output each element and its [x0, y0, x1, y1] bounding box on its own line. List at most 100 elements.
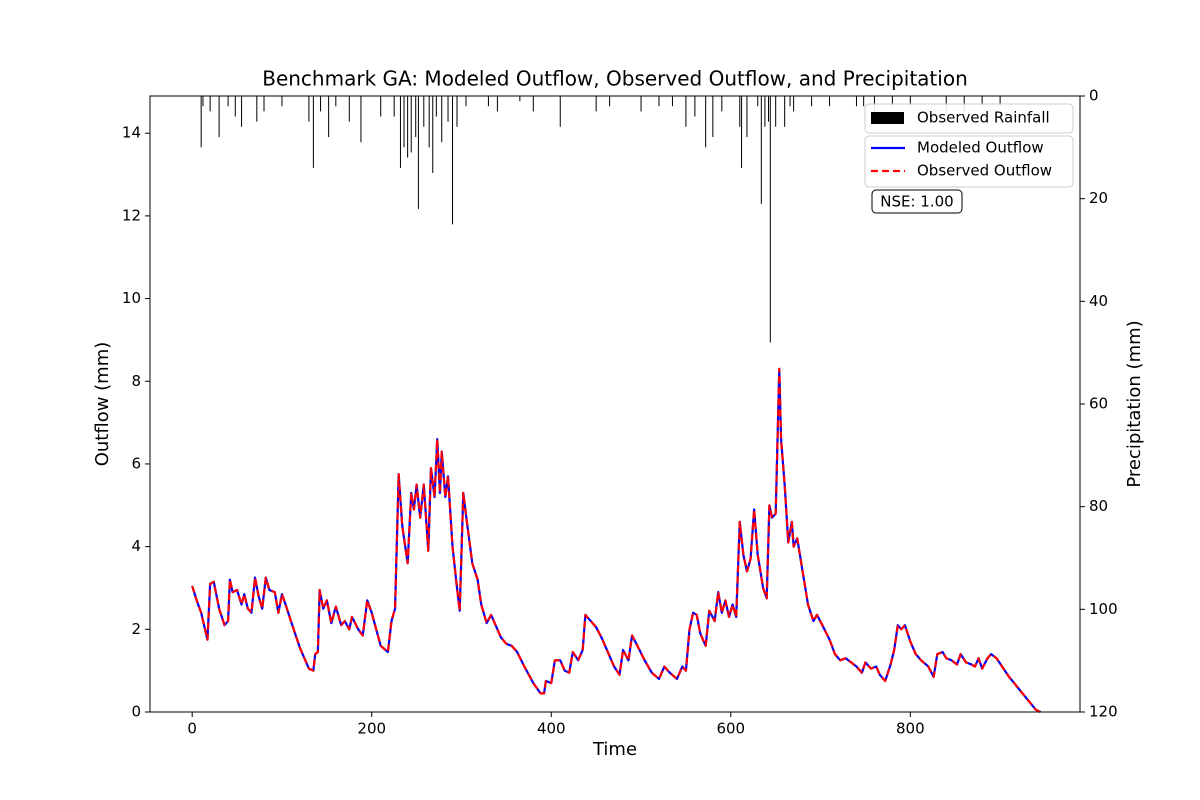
- x-tick-label: 800: [896, 720, 925, 738]
- y-axis-label: Outflow (mm): [92, 342, 113, 467]
- legend-label: Modeled Outflow: [917, 139, 1044, 157]
- rain-bar: [784, 96, 786, 127]
- rain-bar: [671, 96, 673, 107]
- rain-bar: [721, 96, 723, 112]
- rain-bar: [811, 96, 813, 107]
- rain-bar: [829, 96, 831, 107]
- y2-tick-label: 40: [1089, 292, 1108, 310]
- rain-bar: [769, 96, 771, 343]
- rain-bar: [399, 96, 401, 168]
- rain-bar: [640, 96, 642, 112]
- x-tick-label: 0: [187, 720, 197, 738]
- rain-bar: [891, 96, 893, 107]
- y2-tick-label: 120: [1089, 703, 1118, 721]
- annotation: NSE: 1.00: [880, 193, 953, 211]
- legend-label: Observed Outflow: [917, 162, 1052, 180]
- rain-bar: [559, 96, 561, 127]
- rain-bar: [432, 96, 434, 173]
- rain-bar: [519, 96, 521, 102]
- rain-bar: [658, 96, 660, 107]
- y-tick-label: 8: [131, 372, 141, 390]
- rain-bar: [694, 96, 696, 117]
- rain-bar: [308, 96, 310, 122]
- rain-bar: [685, 96, 687, 127]
- rain-bar: [360, 96, 362, 143]
- rain-bar: [227, 96, 229, 107]
- legend-box: [864, 135, 1074, 188]
- annotation-box: [871, 189, 963, 214]
- y-tick-label: 14: [122, 124, 141, 142]
- rain-bar: [999, 96, 1001, 107]
- x-tick-label: 400: [537, 720, 566, 738]
- rain-bar: [312, 96, 314, 168]
- y-tick-label: 0: [131, 703, 141, 721]
- y2-axis-label: Precipitation (mm): [1124, 320, 1145, 487]
- rain-bar: [465, 96, 467, 107]
- y2-tick-label: 80: [1089, 497, 1108, 515]
- rain-bar: [200, 96, 202, 148]
- x-axis-label: Time: [592, 739, 637, 760]
- outflow-line: [191, 367, 1041, 713]
- y-tick-label: 12: [122, 206, 141, 224]
- rain-bar: [741, 96, 743, 168]
- rain-bar: [855, 96, 857, 107]
- rain-bar: [428, 96, 430, 148]
- rain-bar: [241, 96, 243, 127]
- rain-bar: [202, 96, 204, 107]
- rain-bar: [234, 96, 236, 117]
- x-tick-label: 600: [716, 720, 745, 738]
- rain-bar: [281, 96, 283, 107]
- rain-bar: [760, 96, 762, 204]
- rain-bar: [380, 96, 382, 117]
- rain-bar: [209, 96, 211, 112]
- rain-bar: [415, 96, 417, 138]
- rain-bar: [863, 96, 865, 107]
- rain-bar: [417, 96, 419, 209]
- legend: Observed Rainfall Modeled Outflow Observed…: [871, 109, 1052, 180]
- rain-bar: [335, 96, 337, 107]
- x-tick-label: 200: [357, 720, 386, 738]
- rain-bar: [263, 96, 265, 112]
- legend-label: Observed Rainfall: [917, 109, 1050, 127]
- y2-tick-label: 0: [1089, 87, 1099, 105]
- rain-bar: [739, 96, 741, 127]
- y2-tick-label: 20: [1089, 189, 1108, 207]
- rain-bar: [452, 96, 454, 225]
- y2-tick-label: 100: [1089, 600, 1118, 618]
- rain-bar: [393, 96, 395, 117]
- rain-bar: [487, 96, 489, 107]
- chart-title: Benchmark GA: Modeled Outflow, Observed …: [262, 67, 968, 91]
- rain-bar: [496, 96, 498, 112]
- y2-tick-label: 60: [1089, 395, 1108, 413]
- rain-bar: [532, 96, 534, 112]
- rain-bar: [410, 96, 412, 153]
- y-tick-label: 4: [131, 537, 141, 555]
- legend-box: [864, 103, 1074, 134]
- rain-bar: [328, 96, 330, 138]
- plot-area: [191, 96, 1041, 713]
- rain-bar: [348, 96, 350, 122]
- rain-bar: [712, 96, 714, 138]
- rain-bar: [407, 96, 409, 158]
- y-tick-label: 10: [122, 289, 141, 307]
- rain-bar: [705, 96, 707, 148]
- rain-bar: [320, 96, 322, 112]
- rain-bar: [909, 96, 911, 107]
- rain-bar: [793, 96, 795, 112]
- rain-bar: [764, 96, 766, 127]
- y-tick-label: 2: [131, 620, 141, 638]
- rain-bar: [441, 96, 443, 143]
- rain-bar: [456, 96, 458, 127]
- rain-bar: [403, 96, 405, 148]
- rain-bar: [768, 96, 770, 122]
- y-tick-label: 6: [131, 454, 141, 472]
- rain-bar: [775, 96, 777, 127]
- rain-bar: [595, 96, 597, 112]
- rain-bar: [789, 96, 791, 107]
- rain-bar: [757, 96, 759, 107]
- rain-bar: [447, 96, 449, 122]
- rain-bar: [609, 96, 611, 107]
- rain-bar: [256, 96, 258, 122]
- rain-bar: [746, 96, 748, 138]
